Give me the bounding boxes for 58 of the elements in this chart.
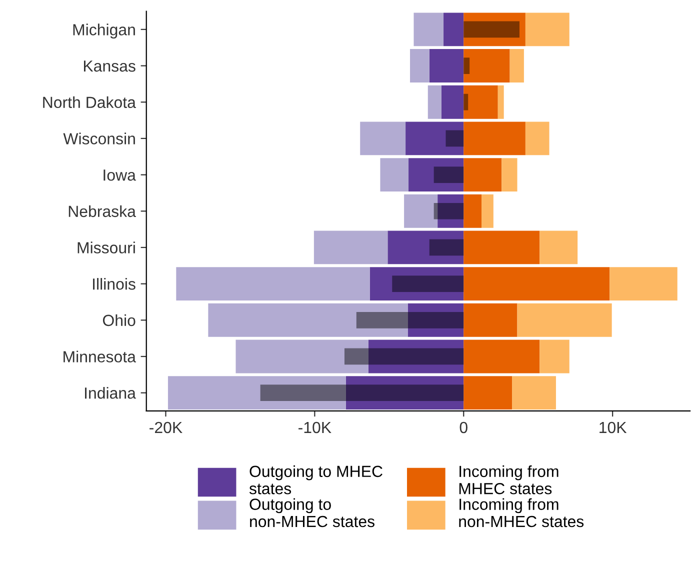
bar <box>446 130 464 147</box>
bar <box>517 303 612 337</box>
legend-label: Outgoing to non-MHEC states <box>250 498 374 528</box>
bar <box>388 230 464 264</box>
bar <box>525 122 550 156</box>
x-tick-label: 10K <box>600 422 627 434</box>
y-tick-label: Ohio <box>102 314 136 326</box>
bar <box>464 58 470 74</box>
bar <box>314 230 388 264</box>
bar <box>610 267 678 301</box>
bar <box>429 239 464 256</box>
legend-label: Incoming from MHEC states <box>459 465 558 494</box>
x-tick-label: -20K <box>150 422 182 434</box>
bar <box>464 194 482 228</box>
bar <box>464 49 510 82</box>
y-tick-label: Kansas <box>84 60 136 72</box>
bar <box>408 158 464 192</box>
bar <box>540 340 570 374</box>
y-tick-label: Minnesota <box>64 350 136 362</box>
x-tick-label: 0 <box>460 422 468 434</box>
y-tick-label: Missouri <box>78 242 135 254</box>
bar <box>428 85 442 119</box>
y-tick-label: Illinois <box>93 278 136 290</box>
x-tick-label: -10K <box>298 422 332 434</box>
bar <box>360 122 406 156</box>
bar <box>464 303 518 337</box>
bar <box>429 49 464 82</box>
bar <box>404 194 438 228</box>
legend-label: Incoming from non-MHEC states <box>459 498 584 528</box>
y-tick-label: Nebraska <box>68 205 136 218</box>
bar <box>498 85 504 119</box>
legend-label: Outgoing to MHEC states <box>249 465 382 494</box>
bar <box>525 12 570 46</box>
bar <box>464 94 468 110</box>
bar <box>392 276 464 292</box>
bar <box>482 194 494 228</box>
bar <box>380 158 409 192</box>
bar <box>464 12 526 46</box>
bar <box>510 49 524 82</box>
bar <box>168 376 346 410</box>
bar <box>176 267 370 301</box>
y-tick-label: Iowa <box>104 170 136 181</box>
bar <box>464 376 512 410</box>
bar <box>464 158 502 192</box>
y-tick-label: Indiana <box>85 387 136 399</box>
bar <box>464 85 498 119</box>
bar <box>540 230 578 264</box>
bar <box>410 49 430 82</box>
y-tick-label: Wisconsin <box>63 132 135 144</box>
bar <box>370 267 464 301</box>
bar <box>464 267 610 301</box>
bar <box>406 122 464 156</box>
bar <box>502 158 518 192</box>
y-tick-label: North Dakota <box>43 96 136 108</box>
y-tick-label: Michigan <box>73 24 135 39</box>
bar <box>208 303 408 337</box>
bar <box>512 376 556 410</box>
bar <box>414 12 444 46</box>
